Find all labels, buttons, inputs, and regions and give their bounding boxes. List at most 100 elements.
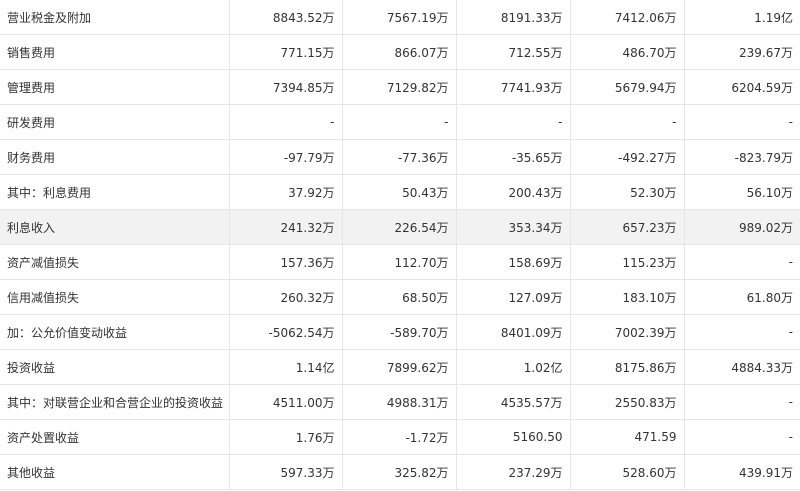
value-cell: 1.76万	[228, 419, 343, 455]
value-cell: 61.80万	[683, 279, 800, 315]
value-cell: -35.65万	[455, 139, 571, 175]
row-label: 其他收益	[0, 454, 230, 490]
row-label: 其中：利息费用	[0, 174, 230, 210]
value-cell: 7129.82万	[341, 69, 457, 105]
row-label: 资产减值损失	[0, 244, 230, 280]
row-label: 投资收益	[0, 349, 230, 385]
table-row[interactable]: 其他收益 597.33万 325.82万 237.29万 528.60万 439.91万	[0, 454, 800, 490]
value-cell: 597.33万	[228, 454, 343, 490]
table-row[interactable]: 利息收入 241.32万 226.54万 353.34万 657.23万 989.02万	[0, 209, 800, 245]
value-cell: 8401.09万	[455, 314, 571, 350]
value-cell: 7899.62万	[341, 349, 457, 385]
value-cell: 239.67万	[683, 34, 800, 70]
value-cell: 471.59	[569, 419, 685, 455]
row-label: 销售费用	[0, 34, 230, 70]
value-cell: 7412.06万	[569, 0, 685, 35]
table-row[interactable]: 资产处置收益 1.76万 -1.72万 5160.50 471.59-	[0, 419, 800, 455]
value-cell: 439.91万	[683, 454, 800, 490]
value-cell: 1.19亿	[683, 0, 800, 35]
table-row[interactable]: 研发费用 - - - - -	[0, 104, 800, 140]
value-cell: 200.43万	[455, 174, 571, 210]
value-cell: 1.02亿	[455, 349, 571, 385]
value-cell: -5062.54万	[228, 314, 343, 350]
value-cell: -	[683, 314, 800, 350]
value-cell: 5160.50	[455, 419, 571, 455]
row-label: 加：公允价值变动收益	[0, 314, 230, 350]
table-row[interactable]: 销售费用 771.15万 866.07万 712.55万 486.70万 239.67万	[0, 34, 800, 70]
row-label: 利息收入	[0, 209, 230, 245]
value-cell: 112.70万	[341, 244, 457, 280]
value-cell: 712.55万	[455, 34, 571, 70]
value-cell: 68.50万	[341, 279, 457, 315]
value-cell: -	[683, 384, 800, 420]
row-label: 资产处置收益	[0, 419, 230, 455]
table-row[interactable]: 财务费用 -97.79万 -77.36万 -35.65万 -492.27万 -823.79…	[0, 139, 800, 175]
value-cell: 226.54万	[341, 209, 457, 245]
value-cell: -823.79万	[683, 139, 800, 175]
value-cell: 183.10万	[569, 279, 685, 315]
value-cell: 157.36万	[228, 244, 343, 280]
value-cell: 353.34万	[455, 209, 571, 245]
value-cell: -	[341, 104, 457, 140]
value-cell: 866.07万	[341, 34, 457, 70]
value-cell: 7567.19万	[341, 0, 457, 35]
value-cell: -492.27万	[569, 139, 685, 175]
table-row[interactable]: 资产减值损失 157.36万 112.70万 158.69万 115.23万 -	[0, 244, 800, 280]
value-cell: 6204.59万	[683, 69, 800, 105]
table-row[interactable]: 投资收益 1.14亿 7899.62万 1.02亿 8175.86万 4884.33万	[0, 349, 800, 385]
value-cell: -	[683, 104, 800, 140]
value-cell: 657.23万	[569, 209, 685, 245]
value-cell: 5679.94万	[569, 69, 685, 105]
value-cell: 8191.33万	[455, 0, 571, 35]
value-cell: 260.32万	[228, 279, 343, 315]
value-cell: -589.70万	[341, 314, 457, 350]
value-cell: 115.23万	[569, 244, 685, 280]
value-cell: 2550.83万	[569, 384, 685, 420]
value-cell: -97.79万	[228, 139, 343, 175]
row-label: 研发费用	[0, 104, 230, 140]
value-cell: 8843.52万	[228, 0, 343, 35]
value-cell: 486.70万	[569, 34, 685, 70]
table-row[interactable]: 信用减值损失 260.32万 68.50万 127.09万 183.10万 61.80万	[0, 279, 800, 315]
value-cell: 37.92万	[228, 174, 343, 210]
row-label: 营业税金及附加	[0, 0, 230, 35]
row-label: 管理费用	[0, 69, 230, 105]
table-row[interactable]: 其中：利息费用 37.92万 50.43万 200.43万 52.30万 56.10万	[0, 174, 800, 210]
row-label: 信用减值损失	[0, 279, 230, 315]
table-row[interactable]: 营业税金及附加 8843.52万 7567.19万 8191.33万 7412.06万 1…	[0, 0, 800, 35]
row-label: 其中：对联营企业和合营企业的投资收益	[0, 384, 230, 420]
value-cell: 771.15万	[228, 34, 343, 70]
value-cell: -	[228, 104, 343, 140]
value-cell: 7741.93万	[455, 69, 571, 105]
value-cell: 528.60万	[569, 454, 685, 490]
value-cell: 4884.33万	[683, 349, 800, 385]
value-cell: -	[569, 104, 685, 140]
value-cell: 325.82万	[341, 454, 457, 490]
value-cell: 1.14亿	[228, 349, 343, 385]
value-cell: -	[455, 104, 571, 140]
value-cell: 127.09万	[455, 279, 571, 315]
value-cell: 7394.85万	[228, 69, 343, 105]
value-cell: 7002.39万	[569, 314, 685, 350]
value-cell: 241.32万	[228, 209, 343, 245]
table-row[interactable]: 其中：对联营企业和合营企业的投资收益 4511.00万 4988.31万 4535.5…	[0, 384, 800, 420]
row-label: 财务费用	[0, 139, 230, 175]
value-cell: 158.69万	[455, 244, 571, 280]
value-cell: 56.10万	[683, 174, 800, 210]
value-cell: 4535.57万	[455, 384, 571, 420]
value-cell: 4988.31万	[341, 384, 457, 420]
value-cell: 4511.00万	[228, 384, 343, 420]
value-cell: -	[683, 419, 800, 455]
table-row[interactable]: 加：公允价值变动收益 -5062.54万 -589.70万 8401.09万 7002.…	[0, 314, 800, 350]
value-cell: 52.30万	[569, 174, 685, 210]
value-cell: -	[683, 244, 800, 280]
value-cell: -1.72万	[341, 419, 457, 455]
value-cell: 237.29万	[455, 454, 571, 490]
value-cell: -77.36万	[341, 139, 457, 175]
value-cell: 989.02万	[683, 209, 800, 245]
value-cell: 50.43万	[341, 174, 457, 210]
value-cell: 8175.86万	[569, 349, 685, 385]
table-row[interactable]: 管理费用 7394.85万 7129.82万 7741.93万 5679.94万 6204…	[0, 69, 800, 105]
